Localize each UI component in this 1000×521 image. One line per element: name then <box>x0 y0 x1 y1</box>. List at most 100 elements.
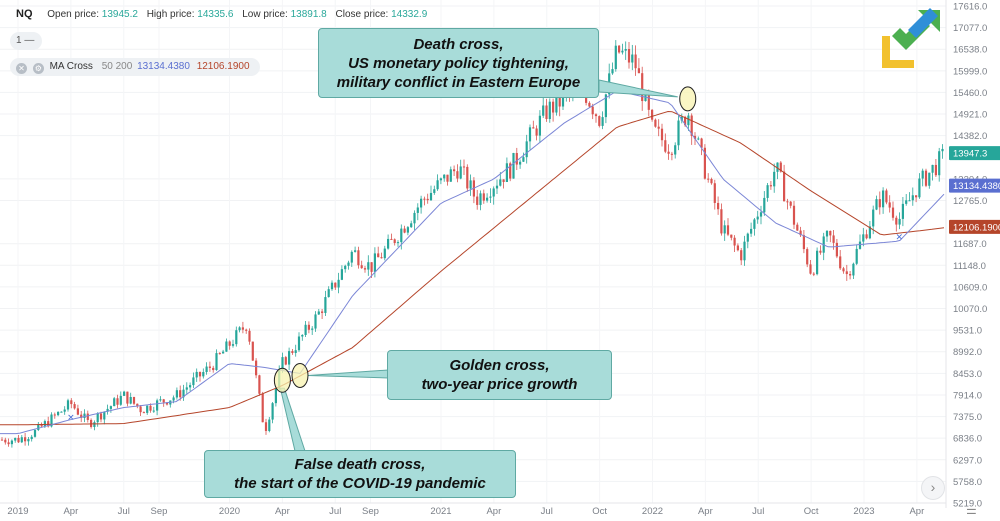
price-tick-label: 11148.0 <box>953 261 986 272</box>
candle-body <box>30 436 33 440</box>
price-tick-label: 17616.0 <box>953 2 987 13</box>
callout-pointer <box>279 387 306 452</box>
candle-body <box>76 408 79 415</box>
candle-body <box>670 153 673 155</box>
candle-body <box>779 162 782 172</box>
candle-body <box>868 226 871 239</box>
candle-body <box>466 166 469 189</box>
candle-body <box>872 209 875 227</box>
candle-body <box>832 235 835 243</box>
candle-body <box>750 228 753 234</box>
candle-body <box>132 396 136 404</box>
candle-body <box>624 49 627 51</box>
candle-body <box>816 250 819 275</box>
candle-body <box>344 265 347 270</box>
candle-body <box>400 228 403 243</box>
candle-body <box>416 207 419 213</box>
candle-body <box>192 377 195 386</box>
candle-body <box>202 372 205 377</box>
candle-body <box>855 248 858 264</box>
callout-pointer <box>307 369 389 379</box>
candle-body <box>149 405 152 411</box>
candle-body <box>113 398 116 407</box>
candle-body <box>528 127 532 142</box>
candle-body <box>604 94 607 118</box>
candle-body <box>664 140 667 152</box>
time-tick-label: Apr <box>63 506 78 517</box>
candle-body <box>591 106 594 115</box>
candle-body <box>693 135 697 139</box>
candle-body <box>423 198 426 200</box>
candle-body <box>845 271 848 275</box>
price-tick-label: 5758.0 <box>953 477 982 488</box>
candle-body <box>146 405 149 413</box>
candle-body <box>849 274 852 276</box>
symbol-label[interactable]: NQ <box>16 8 33 20</box>
candle-body <box>710 178 713 184</box>
candle-body <box>644 92 647 102</box>
time-tick-label: Apr <box>909 506 924 517</box>
candle-body <box>245 329 248 331</box>
candle-body <box>317 311 320 315</box>
time-tick-label: 2019 <box>7 506 28 517</box>
time-axis: 2019 Apr Jul Sep 2020 Apr Jul Sep 2021 Apr Jul Oct 2… <box>0 502 946 517</box>
candle-body <box>291 351 294 353</box>
candle-body <box>334 282 337 288</box>
indicator-legend[interactable]: ✕ ⚙ MA Cross 50 200 13134.4380 12106.190… <box>10 58 260 76</box>
candle-body <box>921 170 924 179</box>
candle-body <box>891 207 895 218</box>
candle-body <box>284 357 287 365</box>
price-tag <box>949 219 1000 234</box>
golden-cross-callout: Golden cross, two-year price growth <box>387 350 612 400</box>
candle-body <box>354 250 357 252</box>
candle-body <box>311 328 314 330</box>
candle-body <box>486 197 489 201</box>
candle-body <box>281 357 284 371</box>
candle-body <box>598 116 601 126</box>
candle-body <box>697 138 700 140</box>
candle-body <box>50 414 53 427</box>
candle-body <box>492 188 495 197</box>
price-tick-label: 10609.0 <box>953 282 987 293</box>
candle-body <box>387 238 390 249</box>
candle-body <box>288 351 291 365</box>
candle-body <box>684 116 687 126</box>
candle-body <box>905 200 908 204</box>
candle-body <box>703 147 706 179</box>
candle-body <box>545 105 548 119</box>
candle-body <box>839 256 842 269</box>
close-icon[interactable]: ✕ <box>16 63 27 74</box>
scroll-right-button[interactable]: › <box>921 476 945 500</box>
candle-body <box>512 152 515 179</box>
ma-cross-tick-icon: ✕ <box>67 413 75 423</box>
interval-chip[interactable]: 1 — <box>10 32 42 50</box>
candle-body <box>482 193 485 201</box>
candle-body <box>915 195 918 198</box>
candle-body <box>792 205 796 225</box>
candle-body <box>60 411 63 413</box>
candle-body <box>535 128 538 136</box>
candle-body <box>162 399 165 403</box>
candle-body <box>687 115 690 126</box>
candle-body <box>469 180 472 189</box>
candle-body <box>83 413 86 418</box>
close-value: 14332.9 <box>391 9 428 20</box>
candle-body <box>918 178 921 198</box>
candle-body <box>753 219 756 229</box>
price-tick-label: 14921.0 <box>953 110 987 121</box>
candle-body <box>314 314 317 329</box>
candle-body <box>812 273 815 275</box>
time-tick-label: Oct <box>804 506 819 517</box>
candle-body <box>502 179 505 182</box>
candle-body <box>205 366 208 373</box>
chart-settings-icon[interactable]: ⚌ <box>966 503 977 517</box>
candle-body <box>156 400 159 411</box>
candle-body <box>406 227 409 233</box>
price-tag-label: 13134.4380 <box>953 181 1000 192</box>
candle-body <box>73 404 76 409</box>
price-tick-label: 15999.0 <box>953 66 987 77</box>
gear-icon[interactable]: ⚙ <box>32 63 44 74</box>
candle-body <box>297 336 301 351</box>
price-tag <box>949 146 1000 161</box>
